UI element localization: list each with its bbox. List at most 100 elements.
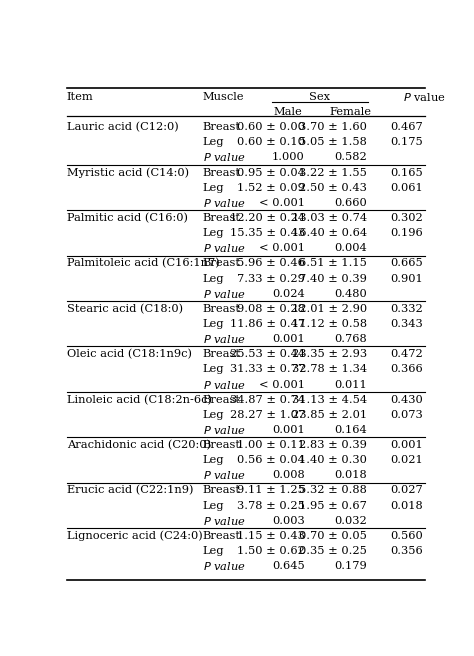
Text: 6.51 ± 1.15: 6.51 ± 1.15 [299, 258, 367, 268]
Text: Leg: Leg [202, 364, 224, 375]
Text: Leg: Leg [202, 546, 224, 556]
Text: $P$ value: $P$ value [202, 424, 246, 436]
Text: Oleic acid (C18:1n9c): Oleic acid (C18:1n9c) [66, 349, 191, 359]
Text: Breast: Breast [202, 395, 240, 405]
Text: 0.032: 0.032 [334, 516, 367, 525]
Text: 0.560: 0.560 [390, 531, 423, 541]
Text: 0.582: 0.582 [334, 152, 367, 163]
Text: Breast: Breast [202, 122, 240, 132]
Text: 12.01 ± 2.90: 12.01 ± 2.90 [292, 304, 367, 314]
Text: 0.70 ± 0.05: 0.70 ± 0.05 [299, 531, 367, 541]
Text: Linoleic acid (C18:2n-6c): Linoleic acid (C18:2n-6c) [66, 394, 211, 405]
Text: 2.50 ± 0.43: 2.50 ± 0.43 [299, 183, 367, 193]
Text: $P$ value: $P$ value [202, 560, 246, 572]
Text: 31.13 ± 4.54: 31.13 ± 4.54 [292, 395, 367, 405]
Text: 2.83 ± 0.39: 2.83 ± 0.39 [299, 440, 367, 450]
Text: 0.164: 0.164 [334, 425, 367, 435]
Text: 3.78 ± 0.25: 3.78 ± 0.25 [237, 501, 305, 510]
Text: 0.356: 0.356 [390, 546, 423, 556]
Text: Lauric acid (C12:0): Lauric acid (C12:0) [66, 122, 178, 133]
Text: 23.35 ± 2.93: 23.35 ± 2.93 [292, 349, 367, 359]
Text: Breast: Breast [202, 304, 240, 314]
Text: 5.96 ± 0.46: 5.96 ± 0.46 [237, 258, 305, 268]
Text: $P$ value: $P$ value [202, 197, 246, 209]
Text: 7.33 ± 0.29: 7.33 ± 0.29 [237, 274, 305, 283]
Text: $P$ value: $P$ value [202, 288, 246, 300]
Text: 0.480: 0.480 [334, 289, 367, 298]
Text: 12.20 ± 0.24: 12.20 ± 0.24 [229, 213, 305, 223]
Text: Leg: Leg [202, 274, 224, 283]
Text: 23.85 ± 2.01: 23.85 ± 2.01 [292, 410, 367, 420]
Text: 0.024: 0.024 [272, 289, 305, 298]
Text: 32.78 ± 1.34: 32.78 ± 1.34 [292, 364, 367, 375]
Text: Leg: Leg [202, 228, 224, 238]
Text: Sex: Sex [309, 92, 329, 102]
Text: 0.901: 0.901 [390, 274, 423, 283]
Text: 11.12 ± 0.58: 11.12 ± 0.58 [292, 319, 367, 329]
Text: 0.60 ± 0.00: 0.60 ± 0.00 [237, 122, 305, 132]
Text: $P$ value: $P$ value [202, 333, 246, 345]
Text: 0.018: 0.018 [390, 501, 423, 510]
Text: 0.60 ± 0.10: 0.60 ± 0.10 [237, 137, 305, 148]
Text: 0.175: 0.175 [390, 137, 423, 148]
Text: 0.001: 0.001 [272, 425, 305, 435]
Text: 0.004: 0.004 [334, 243, 367, 253]
Text: $P$ value: $P$ value [202, 469, 246, 482]
Text: Stearic acid (C18:0): Stearic acid (C18:0) [66, 304, 182, 314]
Text: 31.33 ± 0.77: 31.33 ± 0.77 [229, 364, 305, 375]
Text: $P$ value: $P$ value [202, 152, 246, 163]
Text: 0.56 ± 0.04: 0.56 ± 0.04 [237, 455, 305, 465]
Text: Palmitic acid (C16:0): Palmitic acid (C16:0) [66, 213, 188, 223]
Text: Muscle: Muscle [202, 92, 244, 102]
Text: < 0.001: < 0.001 [259, 198, 305, 208]
Text: 16.40 ± 0.64: 16.40 ± 0.64 [292, 228, 367, 238]
Text: 0.430: 0.430 [390, 395, 423, 405]
Text: 15.35 ± 0.43: 15.35 ± 0.43 [229, 228, 305, 238]
Text: 28.27 ± 1.07: 28.27 ± 1.07 [229, 410, 305, 420]
Text: Female: Female [329, 107, 372, 117]
Text: 0.95 ± 0.04: 0.95 ± 0.04 [237, 167, 305, 178]
Text: Breast: Breast [202, 485, 240, 495]
Text: 3.22 ± 1.55: 3.22 ± 1.55 [299, 167, 367, 178]
Text: 0.008: 0.008 [272, 470, 305, 480]
Text: 0.021: 0.021 [390, 455, 423, 465]
Text: Male: Male [273, 107, 302, 117]
Text: 0.645: 0.645 [272, 561, 305, 571]
Text: Leg: Leg [202, 501, 224, 510]
Text: 34.87 ± 0.74: 34.87 ± 0.74 [229, 395, 305, 405]
Text: Breast: Breast [202, 258, 240, 268]
Text: 11.86 ± 0.47: 11.86 ± 0.47 [229, 319, 305, 329]
Text: 0.165: 0.165 [390, 167, 423, 178]
Text: 7.40 ± 0.39: 7.40 ± 0.39 [299, 274, 367, 283]
Text: 5.32 ± 0.88: 5.32 ± 0.88 [299, 485, 367, 495]
Text: 0.472: 0.472 [390, 349, 423, 359]
Text: $P$ value: $P$ value [202, 242, 246, 255]
Text: 0.179: 0.179 [334, 561, 367, 571]
Text: Breast: Breast [202, 167, 240, 178]
Text: 1.95 ± 0.67: 1.95 ± 0.67 [299, 501, 367, 510]
Text: Lignoceric acid (C24:0): Lignoceric acid (C24:0) [66, 531, 202, 541]
Text: Myristic acid (C14:0): Myristic acid (C14:0) [66, 167, 189, 178]
Text: $P$ value: $P$ value [202, 515, 246, 527]
Text: < 0.001: < 0.001 [259, 243, 305, 253]
Text: 0.073: 0.073 [390, 410, 423, 420]
Text: 0.768: 0.768 [334, 334, 367, 344]
Text: Palmitoleic acid (C16:1n7): Palmitoleic acid (C16:1n7) [66, 258, 219, 268]
Text: 5.05 ± 1.58: 5.05 ± 1.58 [299, 137, 367, 148]
Text: < 0.001: < 0.001 [259, 380, 305, 390]
Text: 0.343: 0.343 [390, 319, 423, 329]
Text: Leg: Leg [202, 183, 224, 193]
Text: Breast: Breast [202, 213, 240, 223]
Text: Breast: Breast [202, 531, 240, 541]
Text: 0.665: 0.665 [390, 258, 423, 268]
Text: 0.302: 0.302 [390, 213, 423, 223]
Text: Erucic acid (C22:1n9): Erucic acid (C22:1n9) [66, 485, 193, 496]
Text: Leg: Leg [202, 319, 224, 329]
Text: Leg: Leg [202, 410, 224, 420]
Text: $P$ value: $P$ value [202, 379, 246, 390]
Text: 1.52 ± 0.09: 1.52 ± 0.09 [237, 183, 305, 193]
Text: 0.001: 0.001 [272, 334, 305, 344]
Text: 0.001: 0.001 [390, 440, 423, 450]
Text: 1.15 ± 0.43: 1.15 ± 0.43 [237, 531, 305, 541]
Text: Breast: Breast [202, 440, 240, 450]
